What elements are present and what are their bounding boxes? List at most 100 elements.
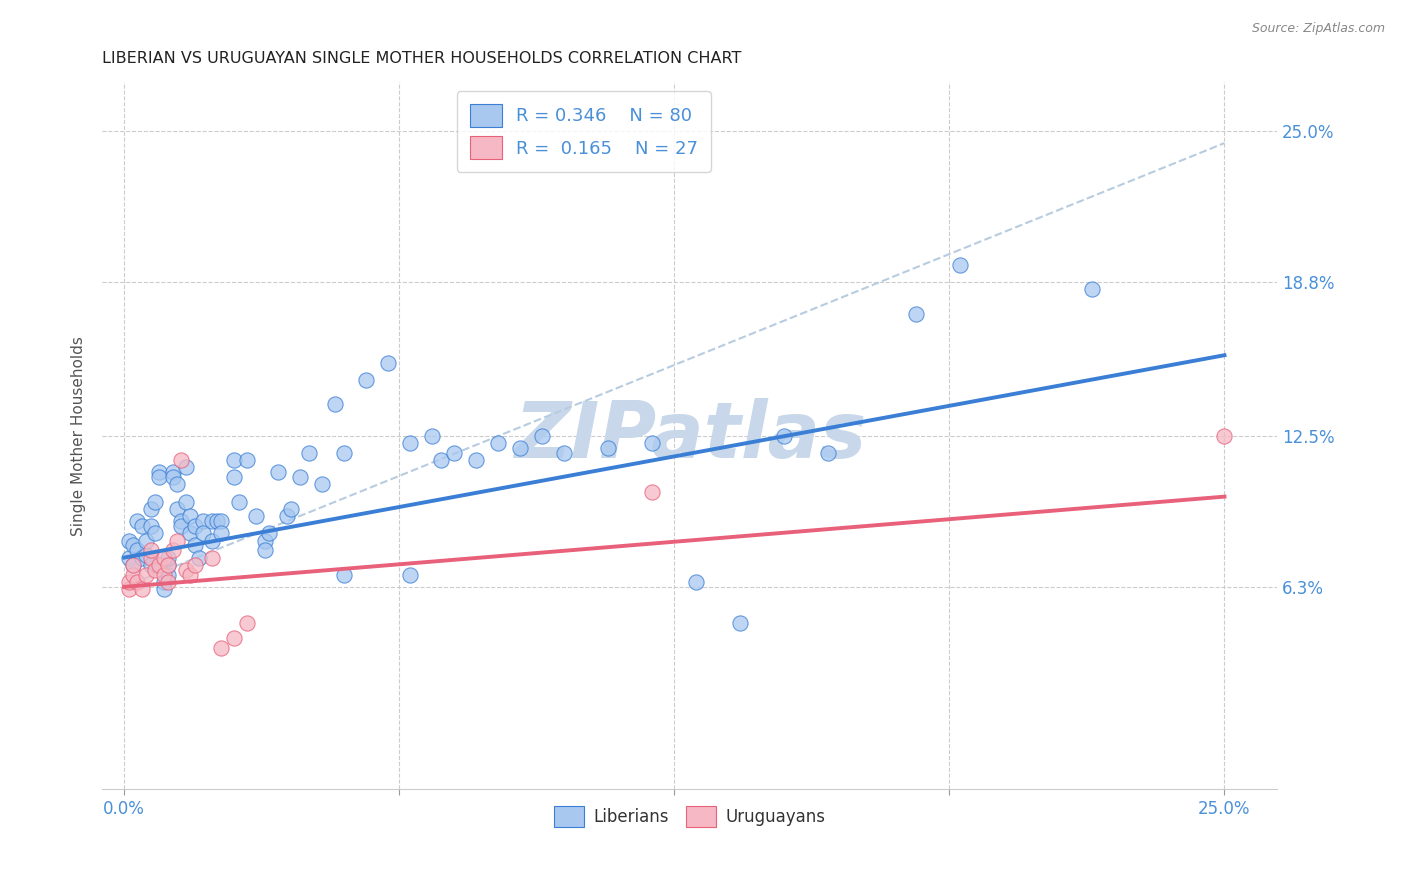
Point (139, 519, 162, 533)
Point (356, 373, 378, 387)
Point (174, 563, 197, 577)
Point (153, 567, 176, 582)
Point (143, 563, 166, 577)
Point (531, 428, 554, 442)
Point (949, 258, 972, 272)
Point (224, 631, 246, 645)
Point (183, 558, 205, 572)
Point (817, 446, 839, 460)
Point (162, 543, 184, 558)
Point (127, 514, 149, 528)
Point (117, 533, 139, 548)
Point (117, 582, 139, 597)
Point (509, 441, 531, 455)
Point (122, 567, 145, 582)
Point (209, 640, 232, 655)
Point (641, 484, 664, 499)
Point (153, 582, 176, 597)
Point (148, 465, 170, 479)
Point (139, 501, 162, 516)
Point (135, 533, 157, 548)
Point (201, 514, 224, 528)
Point (157, 550, 180, 565)
Point (157, 574, 180, 589)
Y-axis label: Single Mother Households: Single Mother Households (72, 335, 86, 535)
Point (224, 453, 246, 467)
Point (122, 558, 145, 572)
Point (465, 453, 488, 467)
Point (174, 460, 197, 475)
Point (236, 616, 259, 631)
Point (135, 567, 157, 582)
Point (201, 533, 224, 548)
Point (127, 574, 149, 589)
Point (157, 558, 180, 572)
Text: LIBERIAN VS URUGUAYAN SINGLE MOTHER HOUSEHOLDS CORRELATION CHART: LIBERIAN VS URUGUAYAN SINGLE MOTHER HOUS… (103, 51, 741, 66)
Point (143, 494, 166, 508)
Point (276, 509, 298, 524)
Point (157, 558, 180, 572)
Point (905, 307, 928, 321)
Point (162, 470, 184, 484)
Point (157, 567, 180, 582)
Point (143, 526, 166, 541)
Text: Source: ZipAtlas.com: Source: ZipAtlas.com (1251, 22, 1385, 36)
Point (553, 446, 575, 460)
Point (443, 446, 465, 460)
Point (183, 538, 205, 552)
Point (139, 543, 162, 558)
Point (773, 428, 796, 442)
Point (1081, 282, 1104, 296)
Point (127, 543, 149, 558)
Point (333, 446, 356, 460)
Point (420, 428, 443, 442)
Point (259, 526, 281, 541)
Point (139, 550, 162, 565)
Point (131, 519, 153, 533)
Point (122, 558, 145, 572)
Legend: Liberians, Uruguayans: Liberians, Uruguayans (547, 799, 832, 834)
Point (139, 558, 162, 572)
Point (131, 550, 153, 565)
Point (377, 355, 399, 369)
Point (245, 509, 267, 524)
Point (166, 533, 188, 548)
Point (131, 582, 153, 597)
Point (430, 453, 453, 467)
Point (224, 470, 246, 484)
Point (236, 453, 259, 467)
Point (148, 470, 170, 484)
Point (209, 526, 232, 541)
Point (333, 567, 356, 582)
Point (730, 616, 752, 631)
Point (486, 436, 509, 450)
Point (148, 558, 170, 572)
Point (122, 538, 145, 552)
Point (311, 477, 333, 491)
Point (290, 470, 312, 484)
Point (166, 501, 188, 516)
Point (170, 453, 193, 467)
Point (117, 574, 139, 589)
Point (205, 514, 228, 528)
Point (399, 567, 422, 582)
Point (598, 441, 620, 455)
Point (153, 574, 176, 589)
Point (183, 519, 205, 533)
Point (325, 397, 347, 411)
Point (188, 550, 211, 565)
Point (254, 533, 277, 548)
Point (201, 550, 224, 565)
Point (179, 567, 201, 582)
Point (298, 446, 321, 460)
Point (193, 526, 215, 541)
Point (267, 465, 290, 479)
Point (193, 514, 215, 528)
Point (170, 514, 193, 528)
Point (166, 477, 188, 491)
Point (1213, 428, 1236, 442)
Point (399, 436, 422, 450)
Point (162, 465, 184, 479)
Point (179, 526, 201, 541)
Point (685, 574, 707, 589)
